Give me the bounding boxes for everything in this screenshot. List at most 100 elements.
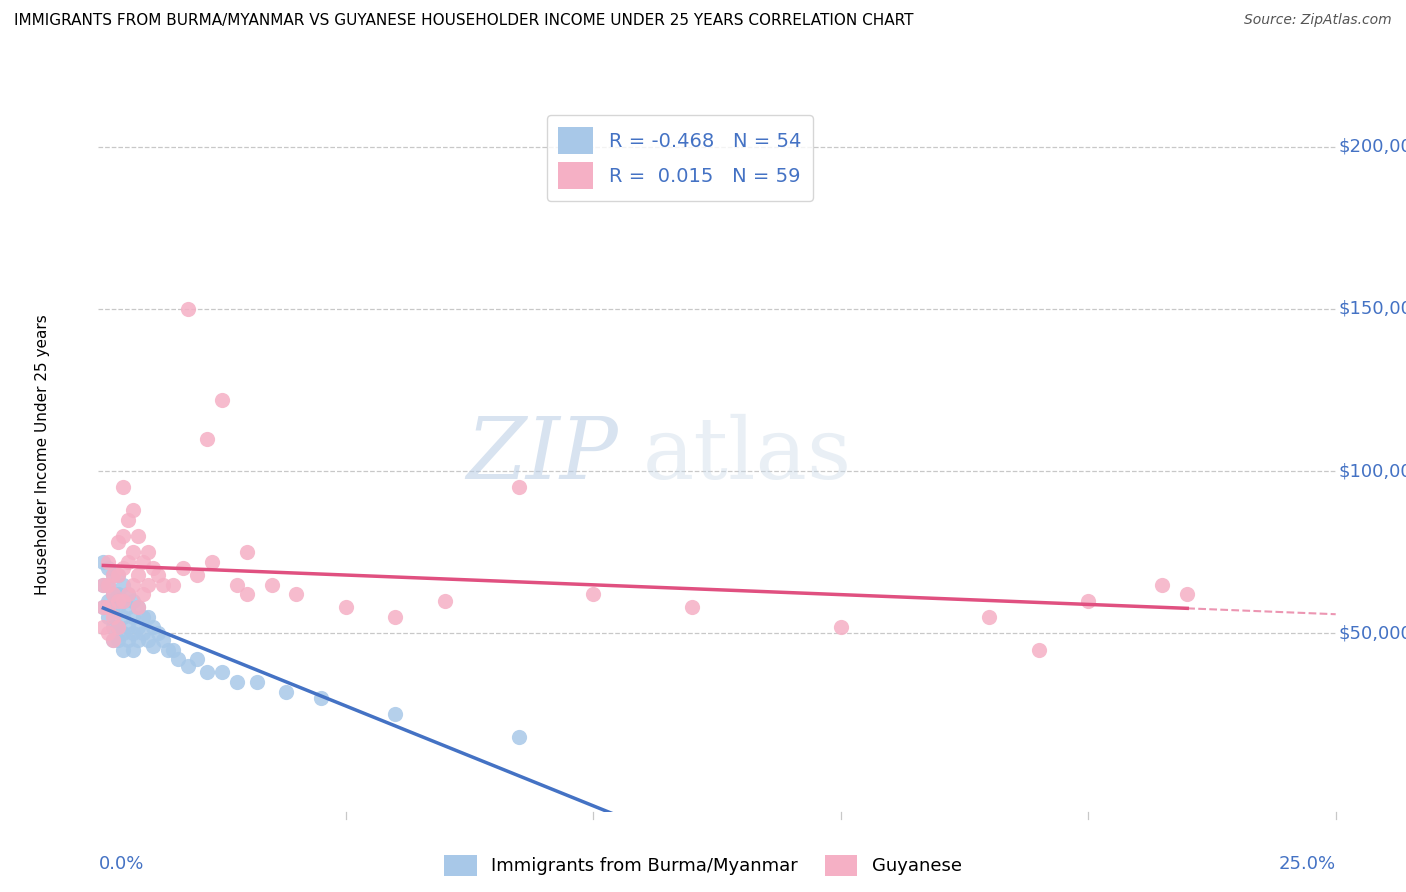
Point	[136, 610, 159, 624]
Point	[107, 535, 129, 549]
Point	[246, 675, 269, 690]
Point	[186, 652, 208, 666]
Text: Householder Income Under 25 years: Householder Income Under 25 years	[35, 315, 51, 595]
Point	[162, 642, 184, 657]
Point	[162, 577, 184, 591]
Point	[103, 620, 125, 634]
Point	[211, 665, 233, 680]
Point	[384, 707, 406, 722]
Point	[112, 561, 135, 575]
Point	[117, 513, 139, 527]
Text: IMMIGRANTS FROM BURMA/MYANMAR VS GUYANESE HOUSEHOLDER INCOME UNDER 25 YEARS CORR: IMMIGRANTS FROM BURMA/MYANMAR VS GUYANES…	[14, 13, 914, 29]
Point	[166, 652, 188, 666]
Point	[103, 632, 125, 647]
Point	[103, 600, 125, 615]
Point	[142, 620, 165, 634]
Point	[112, 480, 135, 494]
Point	[122, 626, 145, 640]
Point	[112, 594, 135, 608]
Point	[211, 392, 233, 407]
Point	[97, 610, 120, 624]
Point	[384, 610, 406, 624]
Point	[122, 545, 145, 559]
Point	[1028, 642, 1050, 657]
Point	[236, 545, 259, 559]
Point	[335, 600, 357, 615]
Point	[146, 626, 169, 640]
Point	[122, 642, 145, 657]
Point	[285, 587, 308, 601]
Point	[112, 577, 135, 591]
Point	[276, 684, 298, 698]
Point	[127, 632, 149, 647]
Text: $100,000: $100,000	[1339, 462, 1406, 480]
Point	[112, 626, 135, 640]
Point	[122, 577, 145, 591]
Point	[107, 600, 129, 615]
Text: $200,000: $200,000	[1339, 137, 1406, 156]
Point	[226, 577, 249, 591]
Point	[107, 587, 129, 601]
Point	[176, 301, 198, 316]
Point	[103, 632, 125, 647]
Point	[830, 620, 852, 634]
Point	[97, 561, 120, 575]
Point	[132, 555, 155, 569]
Point	[136, 577, 159, 591]
Point	[156, 642, 179, 657]
Point	[93, 600, 115, 615]
Point	[433, 594, 456, 608]
Point	[226, 675, 249, 690]
Point	[93, 577, 115, 591]
Point	[117, 555, 139, 569]
Point	[195, 665, 218, 680]
Point	[132, 626, 155, 640]
Point	[112, 594, 135, 608]
Point	[236, 587, 259, 601]
Point	[146, 568, 169, 582]
Point	[1152, 577, 1174, 591]
Point	[97, 626, 120, 640]
Legend: Immigrants from Burma/Myanmar, Guyanese: Immigrants from Burma/Myanmar, Guyanese	[437, 847, 969, 883]
Point	[107, 594, 129, 608]
Legend: R = -0.468   N = 54, R =  0.015   N = 59: R = -0.468 N = 54, R = 0.015 N = 59	[547, 115, 813, 201]
Point	[103, 568, 125, 582]
Point	[122, 610, 145, 624]
Point	[309, 691, 332, 706]
Point	[103, 610, 125, 624]
Point	[107, 620, 129, 634]
Point	[117, 587, 139, 601]
Point	[127, 600, 149, 615]
Point	[103, 568, 125, 582]
Point	[93, 555, 115, 569]
Point	[127, 568, 149, 582]
Point	[508, 480, 530, 494]
Point	[107, 568, 129, 582]
Point	[152, 577, 174, 591]
Text: 0.0%: 0.0%	[98, 855, 143, 872]
Point	[127, 600, 149, 615]
Text: Source: ZipAtlas.com: Source: ZipAtlas.com	[1244, 13, 1392, 28]
Text: $150,000: $150,000	[1339, 300, 1406, 318]
Point	[127, 529, 149, 543]
Point	[112, 529, 135, 543]
Point	[97, 600, 120, 615]
Point	[107, 632, 129, 647]
Point	[117, 587, 139, 601]
Point	[582, 587, 605, 601]
Point	[1077, 594, 1099, 608]
Point	[142, 640, 165, 654]
Text: atlas: atlas	[643, 413, 852, 497]
Point	[112, 610, 135, 624]
Point	[97, 577, 120, 591]
Point	[201, 555, 224, 569]
Point	[172, 561, 194, 575]
Point	[117, 600, 139, 615]
Point	[152, 632, 174, 647]
Text: 25.0%: 25.0%	[1278, 855, 1336, 872]
Point	[176, 658, 198, 673]
Point	[107, 620, 129, 634]
Point	[142, 561, 165, 575]
Point	[195, 432, 218, 446]
Text: ZIP: ZIP	[467, 414, 619, 496]
